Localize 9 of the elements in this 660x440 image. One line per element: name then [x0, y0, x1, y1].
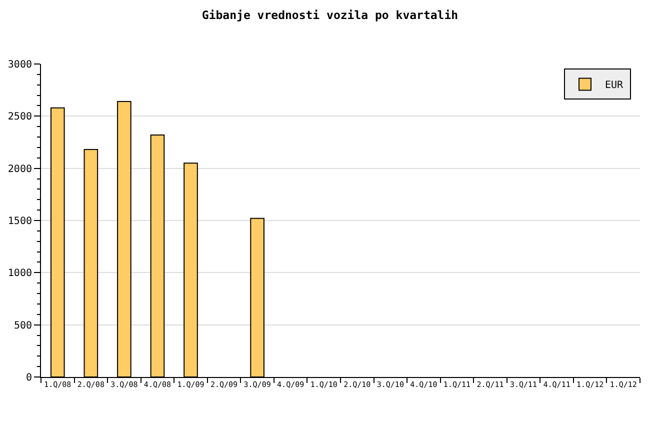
y-tick-label: 1500 [8, 216, 32, 227]
y-tick-label: 1000 [8, 268, 32, 280]
y-tick-label: 3000 [8, 60, 32, 70]
legend-label: EUR [605, 80, 624, 92]
y-tick-label: 2000 [8, 164, 32, 175]
y-tick-label: 2500 [8, 112, 32, 123]
y-tick-label: 0 [26, 372, 32, 384]
chart-title: Gibanje vrednosti vozila po kvartalih [202, 8, 458, 22]
y-tick-label: 500 [14, 320, 32, 332]
